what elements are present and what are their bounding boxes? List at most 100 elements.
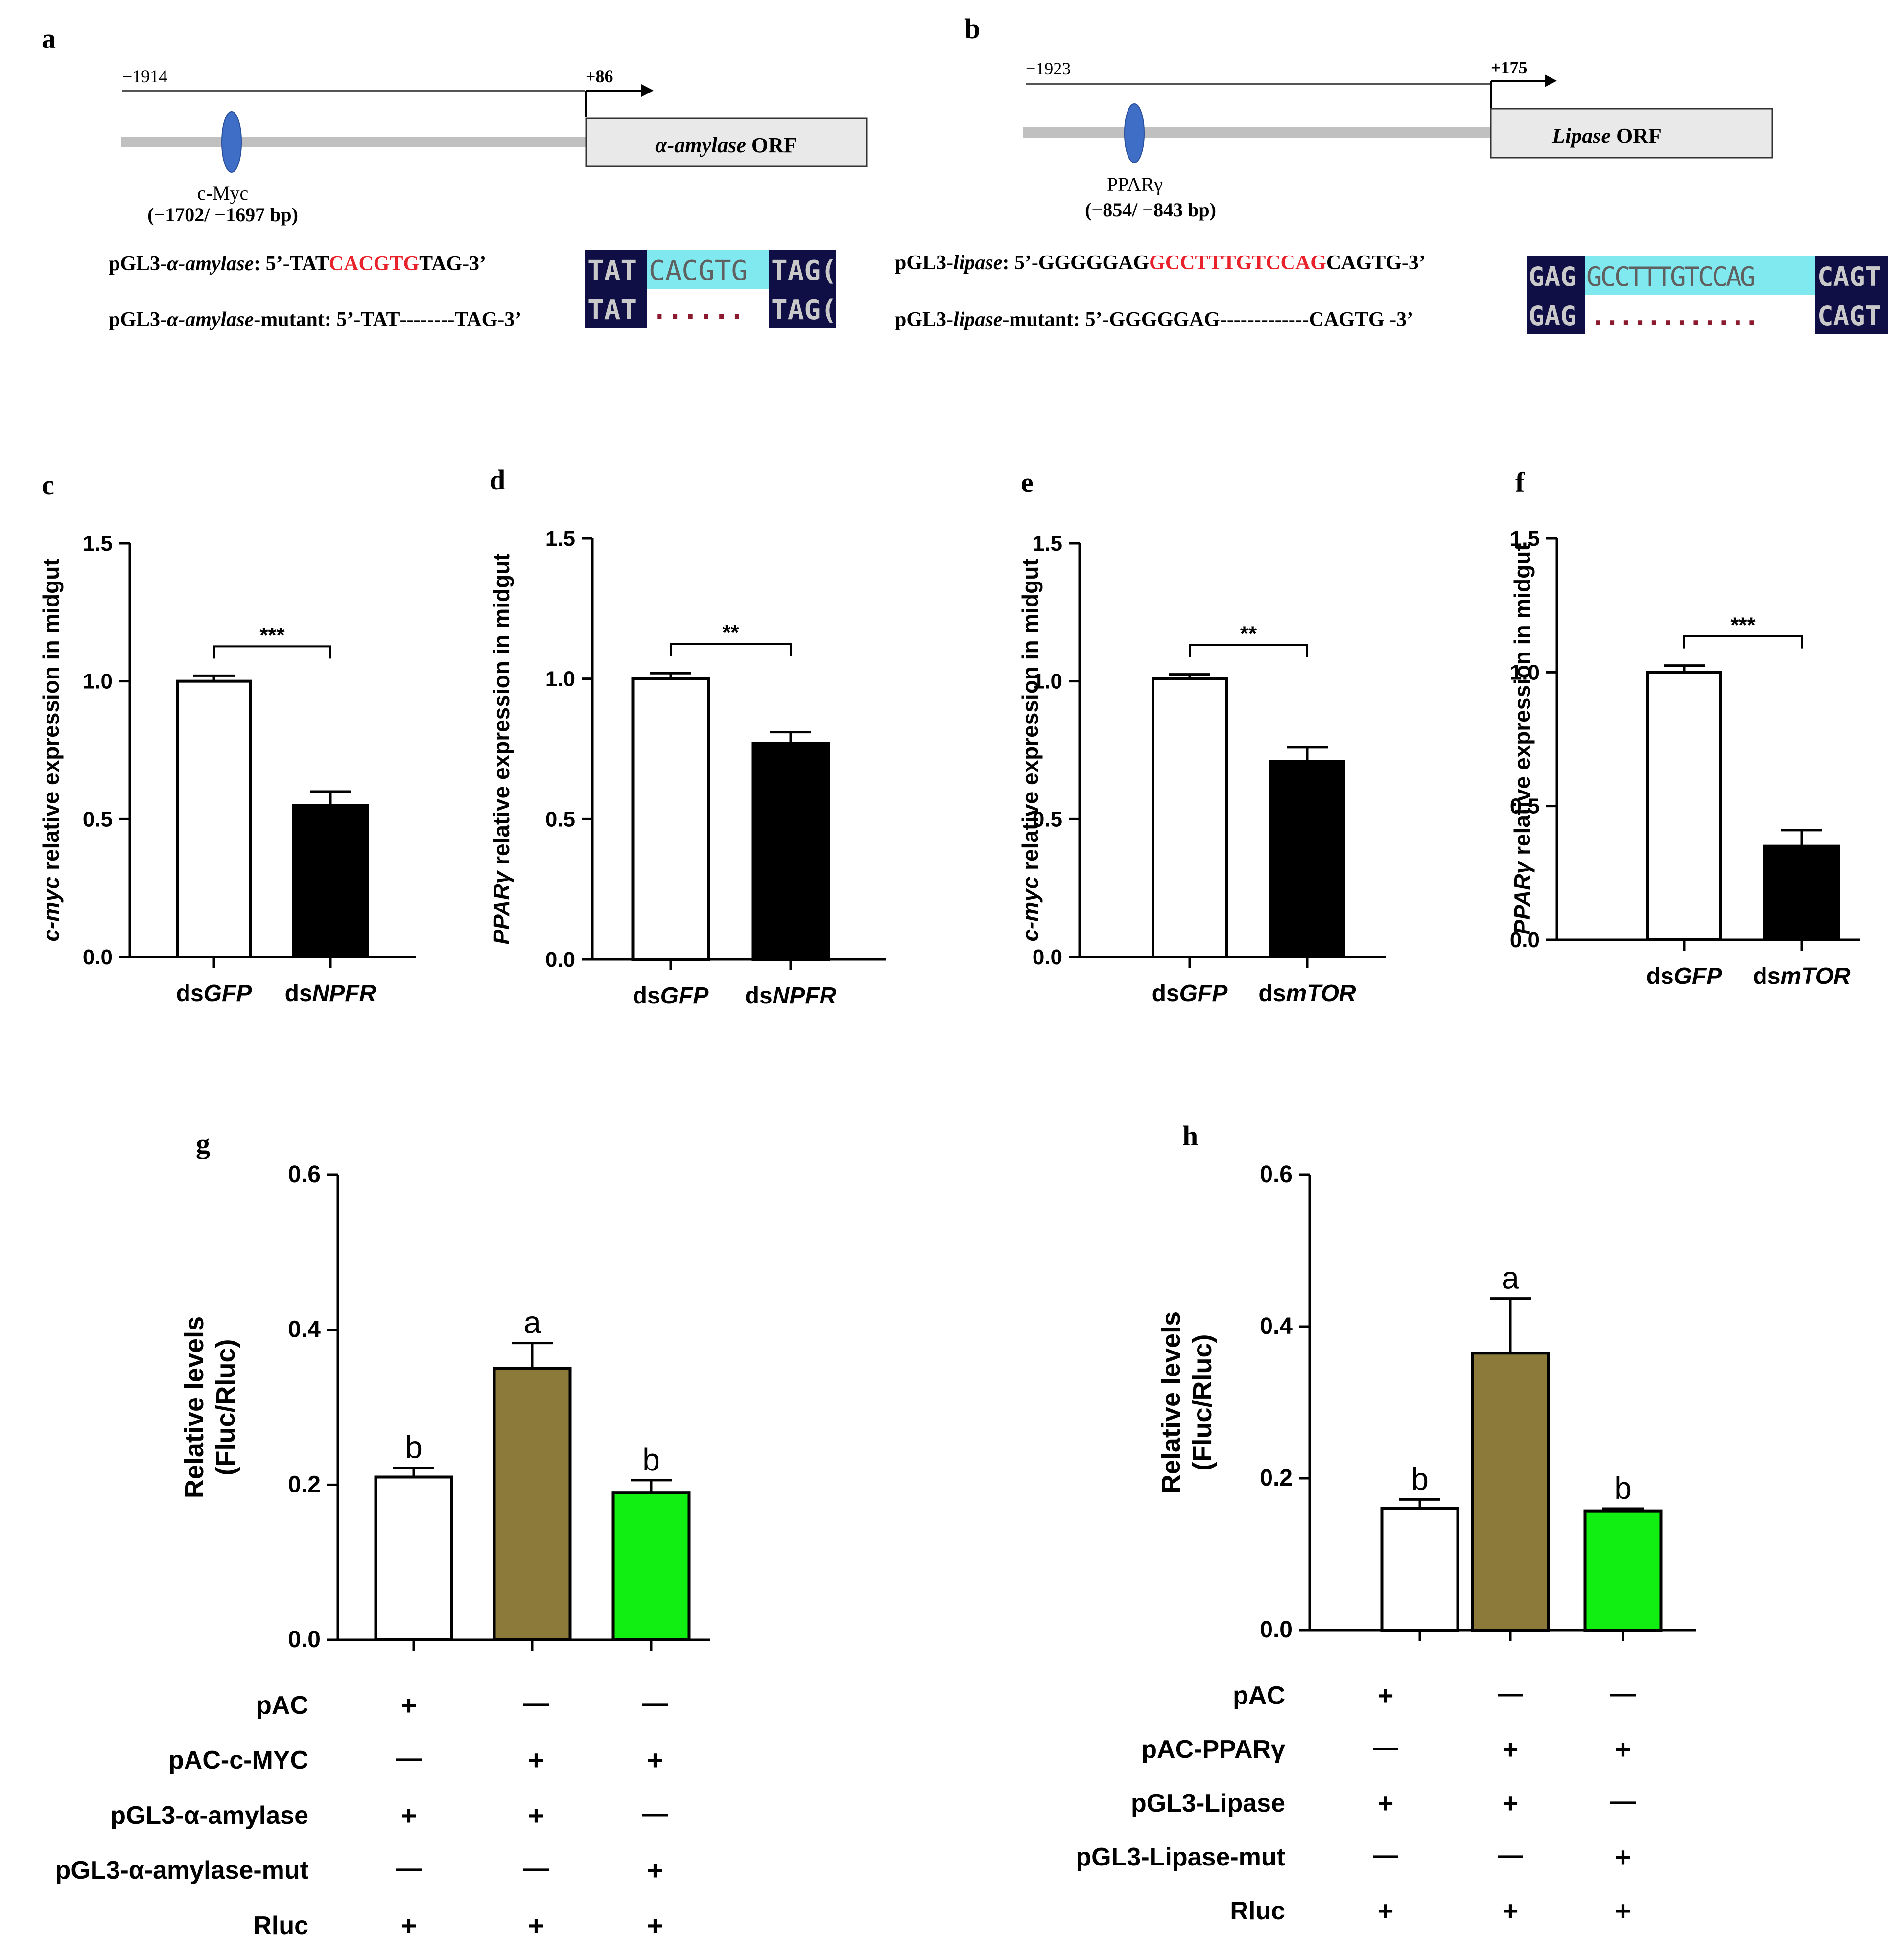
panel-letter: c — [42, 469, 54, 501]
wt-construct-label: pGL3-α-amylase: 5’-TATCACGTGTAG-3’ — [109, 253, 486, 275]
condition-mark: + — [1378, 1895, 1394, 1926]
chart-d: d 0.0 0.5 1.0 1.5 PPARγ relative expression i… — [489, 464, 886, 1009]
x-tick-label-prefix: ds — [1152, 980, 1179, 1006]
chart-c: c 0.0 0.5 1.0 1.5 c-myc relative expression i… — [38, 469, 416, 1006]
significance-bracket — [213, 645, 331, 659]
condition-mark: + — [1378, 1788, 1394, 1818]
panel-a-letter: a — [42, 23, 56, 54]
orf-box — [585, 117, 868, 167]
x-tick-label-prefix: ds — [176, 980, 204, 1006]
align-row2-gap: ...... — [651, 294, 744, 326]
x-tick-label: dsGFP — [633, 983, 709, 1009]
condition-label: pAC — [256, 1691, 308, 1720]
align-row2-gap: ............ — [1590, 301, 1758, 331]
tf-name: c-Myc — [197, 182, 248, 204]
y-tick-label: 0.0 — [83, 945, 113, 969]
ppar-binding-site-icon — [1124, 103, 1145, 163]
bar — [631, 677, 710, 961]
panel-a-promoter-diagram: a −1914 +86 α-amylase ORF c-Myc (−1702/ … — [42, 23, 868, 331]
x-tick-label-prefix: ds — [1753, 963, 1780, 989]
y-axis-label: PPARγ relative expression in midgut — [1509, 543, 1535, 934]
bar — [1763, 844, 1840, 941]
y-axis-label-line1: Relative levels — [180, 1316, 209, 1498]
x-tick-label: dsGFP — [1646, 963, 1723, 989]
significance-bracket — [1683, 635, 1803, 649]
condition-mark: + — [1615, 1841, 1631, 1872]
start-position-label: −1923 — [1026, 59, 1071, 78]
y-axis-label: Relative levels(Fluc/Rluc) — [180, 1316, 240, 1498]
y-tick-label: 0.5 — [1510, 794, 1540, 818]
tf-range: (−1702/ −1697 bp) — [147, 204, 298, 226]
bar — [1583, 1509, 1663, 1632]
x-tick-label-gene: GFP — [204, 980, 253, 1006]
condition-mark: — — [523, 1854, 549, 1883]
significance-bracket — [1189, 644, 1308, 657]
orf-box — [1490, 108, 1773, 159]
align-row1-right: TAG( — [771, 255, 837, 287]
y-axis-label-line2: (Fluc/Rluc) — [211, 1339, 240, 1476]
condition-mark: + — [647, 1745, 663, 1775]
chart-e: e 0.0 0.5 1.0 1.5 c-myc relative expression i… — [1017, 466, 1386, 1006]
x-tick-label-prefix: ds — [745, 983, 773, 1009]
condition-mark: + — [401, 1910, 417, 1941]
bar — [493, 1367, 572, 1641]
x-tick-label-gene: GFP — [1674, 963, 1723, 989]
significance-letter: a — [1502, 1260, 1519, 1296]
chart-g: g 0.0 0.2 0.4 0.6 Relative levels(Fluc/Rluc) b… — [55, 1127, 710, 1941]
orf-label: Lipase ORF — [1551, 124, 1662, 148]
y-tick-label: 0.5 — [83, 807, 113, 831]
y-tick-label: 0.4 — [288, 1317, 321, 1343]
mutant-construct-label: pGL3-α-amylase-mutant: 5’-TAT--------TAG… — [109, 308, 521, 331]
condition-label: pAC — [1233, 1681, 1285, 1710]
y-tick-label: 0.2 — [1260, 1465, 1293, 1491]
align-site-block — [1585, 256, 1815, 295]
y-axis-label-text: relative expression in midgut — [38, 559, 64, 876]
y-axis-label-text: relative expression in midgut — [489, 553, 514, 871]
y-tick-label: 1.5 — [1033, 532, 1062, 556]
condition-label: pGL3-α-amylase-mut — [55, 1856, 308, 1885]
condition-mark: + — [528, 1745, 544, 1775]
y-axis-label-gene: PPARγ — [489, 870, 514, 944]
x-tick-label-gene: NPFR — [312, 980, 376, 1006]
y-axis-label-line1: Relative levels — [1156, 1311, 1186, 1493]
x-tick-label-prefix: ds — [285, 980, 312, 1006]
x-tick-label: dsGFP — [1152, 980, 1228, 1006]
bar — [374, 1475, 453, 1641]
bar — [1646, 671, 1722, 942]
condition-mark: + — [401, 1690, 417, 1721]
condition-mark: + — [1503, 1895, 1519, 1926]
condition-label: Rluc — [1230, 1897, 1285, 1925]
tf-name: PPARγ — [1107, 173, 1163, 195]
start-position-label: −1914 — [122, 67, 167, 86]
panel-b-letter: b — [964, 13, 980, 45]
significance-stars: *** — [1730, 613, 1756, 637]
x-tick-label-gene: mTOR — [1286, 980, 1356, 1006]
condition-mark: — — [1498, 1841, 1523, 1869]
panel-letter: f — [1515, 466, 1525, 498]
y-axis-label: c-myc relative expression in midgut — [1017, 559, 1043, 941]
condition-label: pAC-c-MYC — [168, 1746, 308, 1774]
bar — [176, 679, 252, 958]
significance-bracket — [670, 643, 792, 656]
y-tick-label: 1.0 — [1510, 660, 1540, 684]
condition-mark: + — [1615, 1895, 1631, 1926]
condition-mark: — — [1498, 1679, 1523, 1708]
condition-mark: + — [647, 1855, 663, 1886]
y-tick-label: 0.6 — [1260, 1162, 1293, 1188]
align-left-block — [585, 250, 647, 328]
x-tick-label: dsNPFR — [285, 980, 376, 1006]
tss-arrowhead-icon — [1545, 74, 1557, 87]
orf-label: α-amylase ORF — [655, 133, 797, 157]
y-tick-label: 0.2 — [288, 1471, 321, 1497]
significance-letter: b — [1614, 1470, 1632, 1506]
chart-h: h 0.0 0.2 0.4 0.6 Relative levels(Fluc/Rluc) b… — [1076, 1120, 1696, 1926]
y-tick-label: 0.0 — [288, 1627, 321, 1653]
y-axis-label-gene: PPARγ — [1509, 860, 1535, 934]
align-row1-left: GAG — [1528, 261, 1576, 292]
x-tick-label-prefix: ds — [1258, 980, 1286, 1006]
tss-position-label: +86 — [586, 67, 613, 86]
y-tick-label: 0.5 — [1033, 807, 1062, 831]
y-tick-label: 0.0 — [545, 948, 575, 972]
